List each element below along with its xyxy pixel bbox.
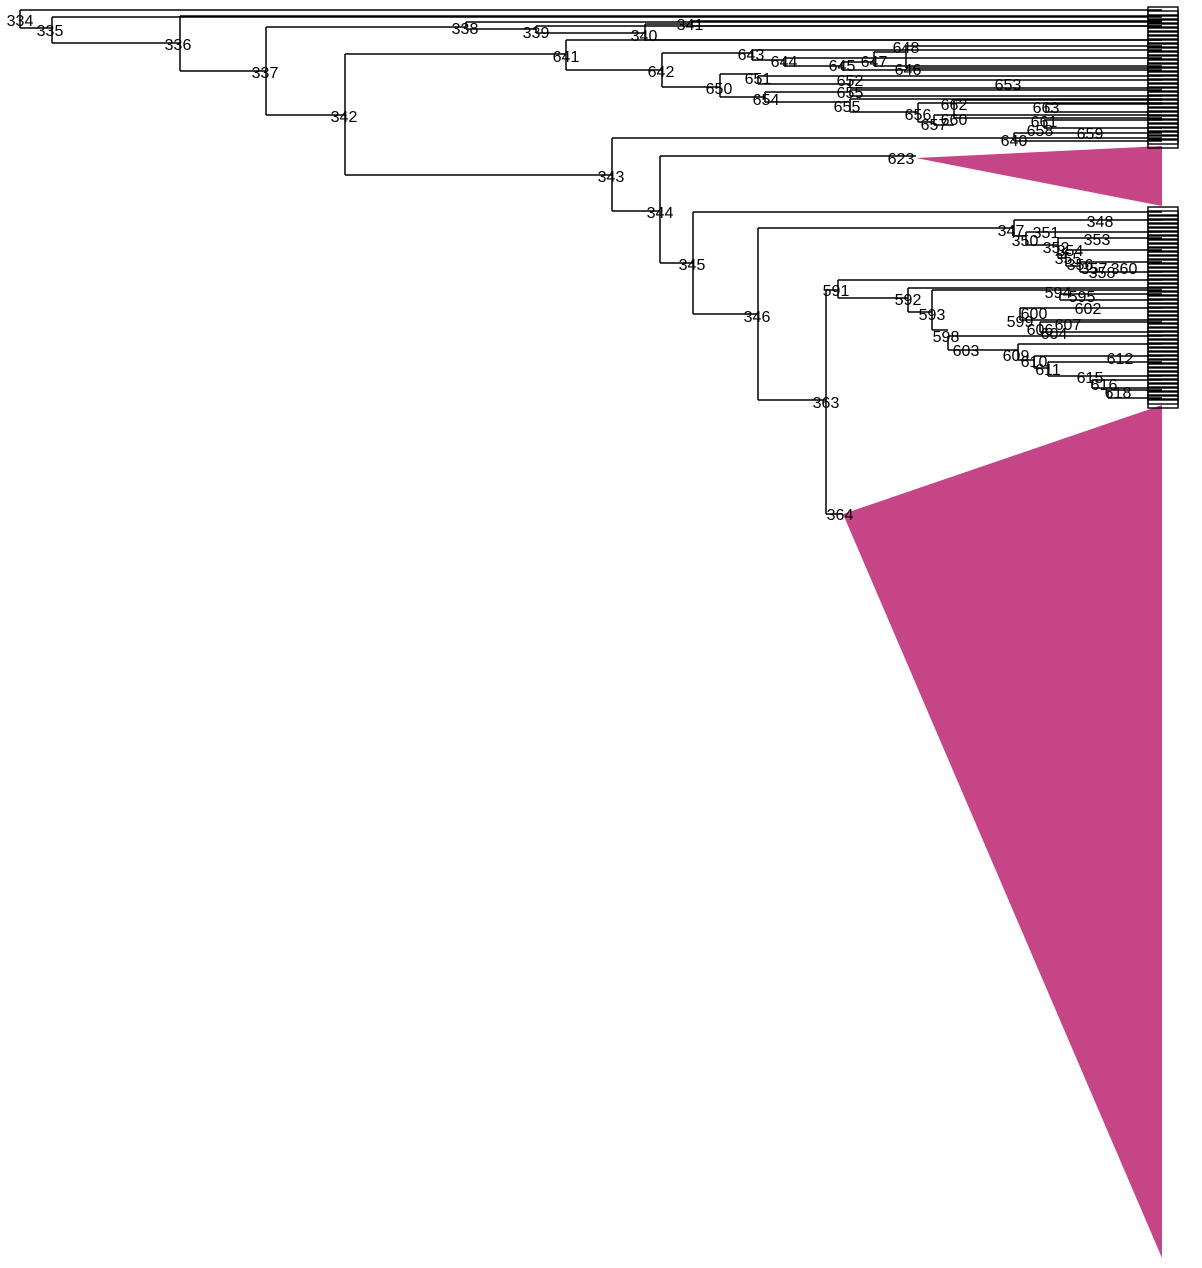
leaf-label-mark — [1147, 138, 1179, 149]
node-label-609: 609 — [1003, 348, 1030, 365]
node-label-641: 641 — [553, 49, 580, 66]
node-label-344: 344 — [647, 205, 674, 222]
collapsed-clade-623[interactable] — [916, 146, 1162, 206]
node-label-612: 612 — [1107, 351, 1134, 368]
node-label-644: 644 — [771, 54, 798, 71]
leaf-label-mark — [1147, 398, 1179, 409]
node-label-604: 604 — [1041, 326, 1068, 343]
node-label-338: 338 — [452, 21, 479, 38]
node-label-615: 615 — [1077, 370, 1104, 387]
node-label-653: 653 — [995, 77, 1022, 94]
node-label-640: 640 — [1001, 133, 1028, 150]
node-label-618: 618 — [1105, 385, 1132, 402]
node-label-348: 348 — [1087, 214, 1114, 231]
node-label-603: 603 — [953, 343, 980, 360]
node-label-351: 351 — [1033, 225, 1060, 242]
node-label-594: 594 — [1045, 285, 1072, 302]
node-label-593: 593 — [919, 307, 946, 324]
node-label-354: 354 — [1057, 243, 1084, 260]
node-label-662: 662 — [941, 97, 968, 114]
node-label-337: 337 — [252, 65, 279, 82]
node-label-600: 600 — [1021, 306, 1048, 323]
node-label-335: 335 — [37, 23, 64, 40]
collapsed-clades — [843, 146, 1162, 1258]
node-label-341: 341 — [677, 17, 704, 34]
node-label-350: 350 — [1012, 233, 1039, 250]
node-label-355: 355 — [1055, 251, 1082, 268]
node-label-343: 343 — [598, 169, 625, 186]
node-label-599: 599 — [1007, 314, 1034, 331]
node-label-339: 339 — [523, 25, 550, 42]
node-label-591: 591 — [823, 283, 850, 300]
node-label-606: 606 — [1027, 322, 1054, 339]
node-label-347: 347 — [998, 223, 1025, 240]
node-label-356: 356 — [1067, 257, 1094, 274]
node-label-650: 650 — [706, 81, 733, 98]
node-label-602: 602 — [1075, 301, 1102, 318]
node-label-655: 655 — [834, 99, 861, 116]
node-label-357: 357 — [1081, 261, 1108, 278]
node-label-663: 663 — [1033, 100, 1060, 117]
node-label-364: 364 — [827, 507, 854, 524]
node-label-336: 336 — [165, 37, 192, 54]
node-label-353: 353 — [1084, 232, 1111, 249]
node-label-592: 592 — [895, 292, 922, 309]
node-label-611: 611 — [1035, 362, 1061, 379]
node-label-660: 660 — [941, 112, 968, 129]
node-label-642: 642 — [648, 64, 675, 81]
node-label-655a: 655 — [837, 85, 864, 102]
node-label-646: 646 — [895, 62, 922, 79]
node-label-658: 658 — [1027, 123, 1054, 140]
leaf-label-stack — [1147, 6, 1179, 409]
node-label-657: 657 — [921, 117, 948, 134]
node-label-363: 363 — [813, 395, 840, 412]
node-label-610: 610 — [1021, 354, 1048, 371]
node-label-360: 360 — [1111, 261, 1138, 278]
node-label-654: 654 — [753, 92, 780, 109]
node-label-595: 595 — [1069, 289, 1096, 306]
node-label-623: 623 — [888, 151, 915, 168]
node-label-661: 661 — [1031, 114, 1058, 131]
node-label-647: 647 — [861, 54, 888, 71]
node-label-651: 651 — [745, 71, 772, 88]
node-label-656: 656 — [905, 107, 932, 124]
node-label-598: 598 — [933, 329, 960, 346]
tree-edges — [19, 9, 1162, 515]
node-label-645: 645 — [829, 58, 856, 75]
node-label-334: 334 — [7, 13, 34, 30]
node-label-345: 345 — [679, 257, 706, 274]
node-label-648: 648 — [893, 40, 920, 57]
node-label-659: 659 — [1077, 126, 1104, 143]
node-label-607: 607 — [1055, 317, 1082, 334]
node-label-358: 358 — [1089, 265, 1116, 282]
node-label-652: 652 — [837, 73, 864, 90]
node-label-616: 616 — [1091, 377, 1118, 394]
node-label-352: 352 — [1043, 240, 1070, 257]
node-label-346: 346 — [744, 309, 771, 326]
node-label-643: 643 — [738, 47, 765, 64]
collapsed-clade-364[interactable] — [843, 405, 1162, 1258]
node-label-340: 340 — [631, 28, 658, 45]
node-label-342: 342 — [331, 109, 358, 126]
